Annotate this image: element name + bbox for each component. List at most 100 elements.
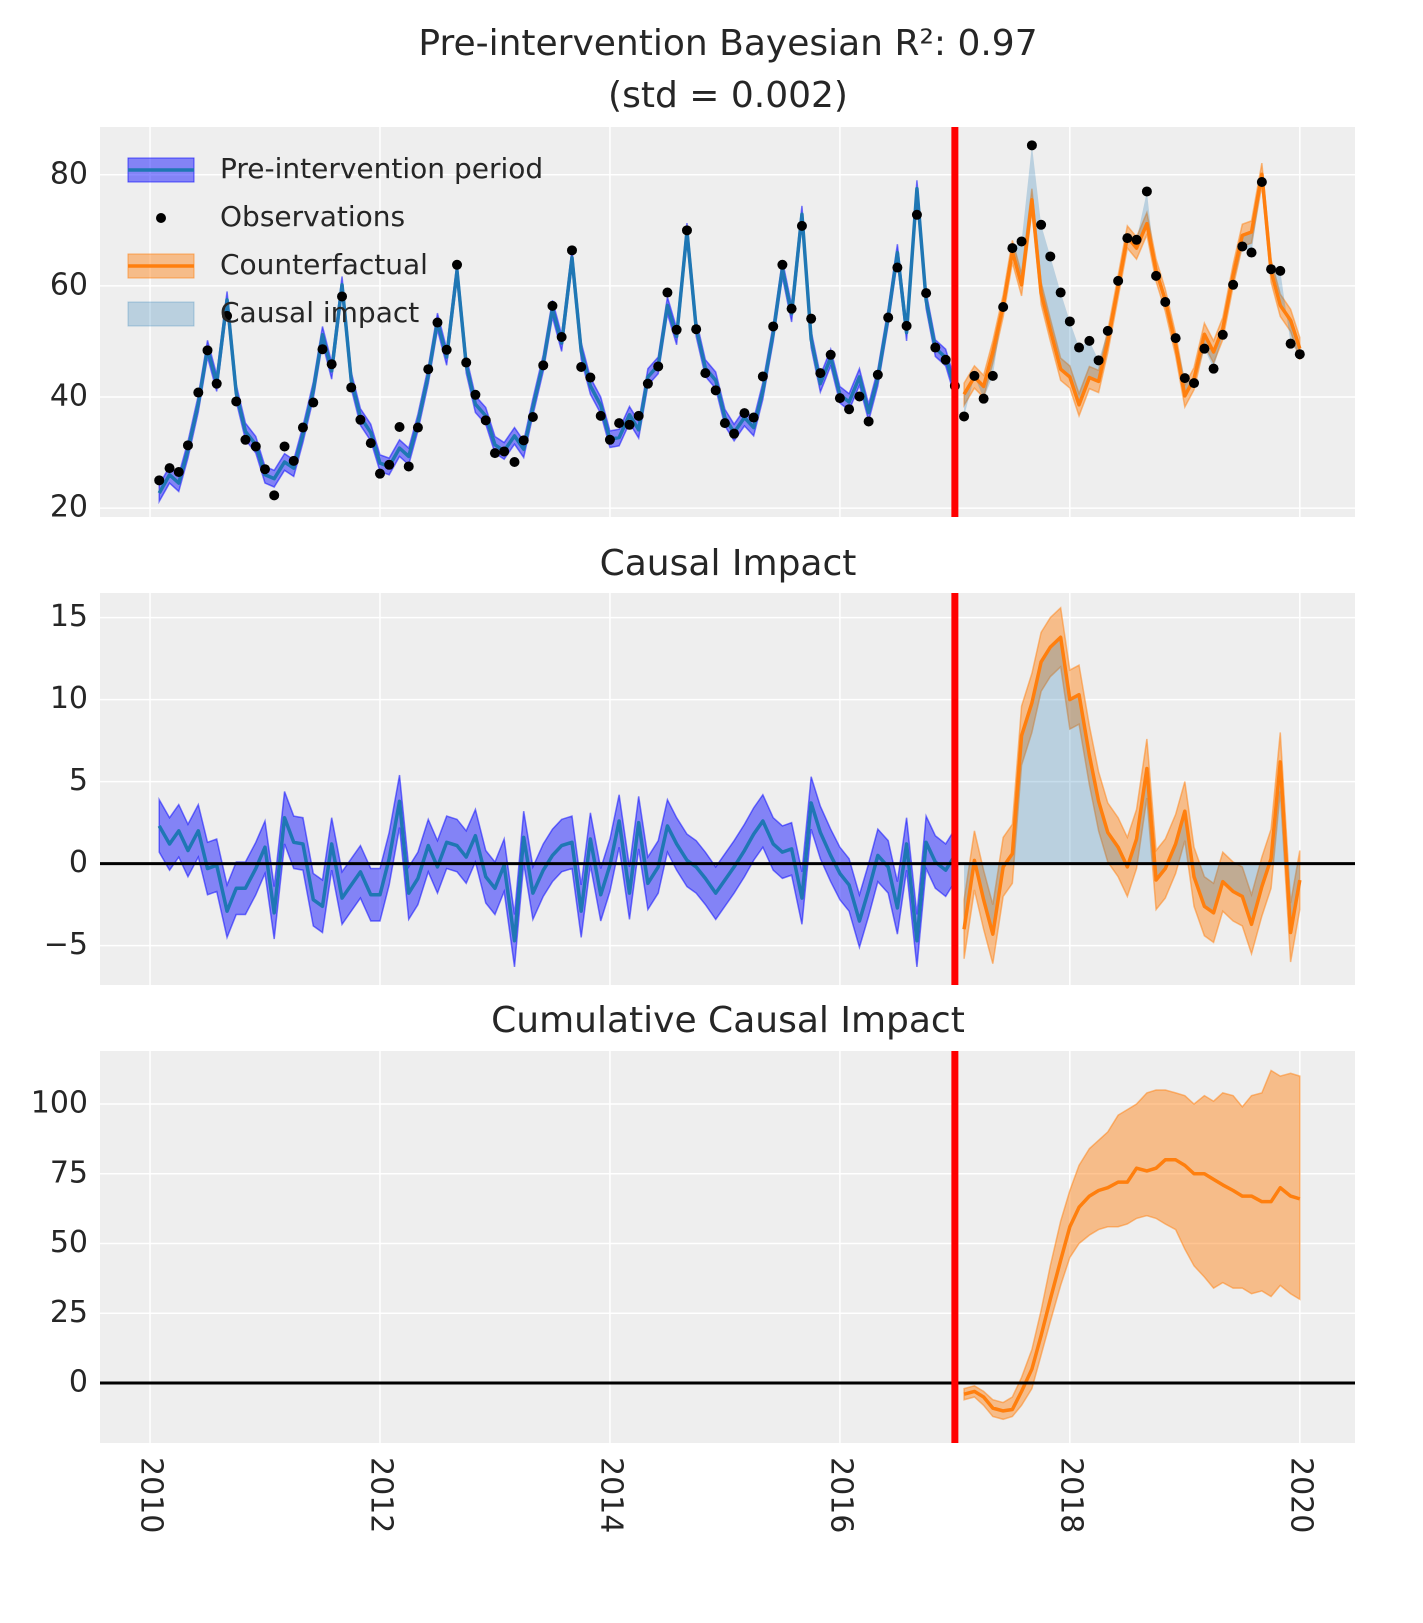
observation-point [595,410,606,421]
series-line [962,635,1302,936]
observation-point [222,310,233,321]
observation-point [556,332,567,342]
observation-point [308,397,319,408]
y-tick-label: 60 [50,267,88,302]
observation-point [633,410,644,421]
x-tick-label: 2018 [1053,1457,1088,1533]
observation-point [691,324,702,335]
legend-label: Counterfactual [220,248,428,281]
observation-point [538,360,549,371]
chart-title: Pre-intervention Bayesian R²: 0.97 [418,23,1037,64]
observation-point [394,422,405,432]
observation-point [940,354,951,365]
observation-point [412,422,423,433]
observation-point [231,396,242,407]
x-tick-label: 2016 [823,1457,858,1533]
observation-point [1055,287,1066,298]
observation-point [892,262,903,273]
observation-point [748,412,759,423]
observation-point [279,441,290,452]
observation-point [1208,363,1219,374]
legend-symbol [127,301,195,327]
observation-point [250,441,261,452]
observation-point [1294,349,1305,360]
observation-point [969,370,980,381]
observation-point [1256,177,1267,187]
observation-point [1122,233,1133,244]
observation-point [384,459,395,470]
legend-label: Pre-intervention period [220,152,543,185]
observation-point [337,291,348,302]
observation-point [211,378,222,389]
impact-area [964,637,1300,935]
observation-point [499,446,510,457]
y-tick-label: 20 [50,490,88,525]
observation-point [527,412,538,422]
observation-point [642,378,653,389]
observation-point [1151,270,1162,281]
observation-point [1237,241,1248,252]
observation-point [1179,373,1190,384]
observation-point [1160,297,1171,307]
observation-point [1275,265,1286,276]
observation-point [1131,234,1142,245]
observation-point [681,225,692,236]
observation-point [1016,236,1027,247]
observation-point [959,411,970,422]
observation-point [1064,316,1075,327]
panel-title: Causal Impact [600,543,857,584]
observation-point [653,361,664,372]
observation-point [374,468,385,479]
y-tick-label: 75 [50,1155,88,1190]
observation-point [489,448,500,459]
observation-point [614,418,625,429]
observation-point [1113,275,1124,286]
observation-point [901,320,912,331]
observation-point [710,385,721,396]
observation-point [1266,264,1277,275]
observation-point [240,434,251,445]
observation-point [326,359,337,370]
observation-point [269,490,280,501]
observation-point [346,382,357,393]
observation-point [786,303,797,314]
observation-point [1285,338,1296,349]
observation-point [987,370,998,381]
legend-label: Observations [220,200,405,233]
observation-point [452,259,463,270]
observation-point [806,313,817,324]
chart-subtitle: (std = 0.002) [608,75,848,116]
y-tick-label: 50 [50,1225,88,1260]
y-tick-label: 25 [50,1295,88,1330]
observation-point [825,349,836,360]
y-tick-label: 100 [31,1086,88,1121]
series-line [157,186,957,494]
x-tick-label: 2014 [593,1457,628,1533]
y-tick-label: 5 [69,763,88,798]
observation-point [1074,342,1085,353]
observation-point [164,463,175,474]
observation-point [998,302,1009,312]
observation-point [423,364,434,375]
x-tick-label: 2012 [363,1457,398,1533]
legend-label: Causal impact [220,296,419,329]
observation-point [365,438,376,449]
observation-point [1045,251,1056,262]
series-line [963,1158,1301,1413]
observation-point [202,345,213,356]
y-tick-label: 80 [50,156,88,191]
observation-point [604,434,615,445]
observation-point [1141,186,1152,197]
observation-point [624,419,635,430]
y-tick-label: 40 [50,379,88,414]
observation-point [729,428,740,439]
observation-point [193,387,204,398]
observation-point [461,357,472,368]
observation-point [739,408,750,419]
observation-point [173,467,184,477]
observation-point [1199,343,1210,354]
series-line [962,172,1302,407]
observation-point [509,457,520,467]
observation-point [1007,243,1018,254]
